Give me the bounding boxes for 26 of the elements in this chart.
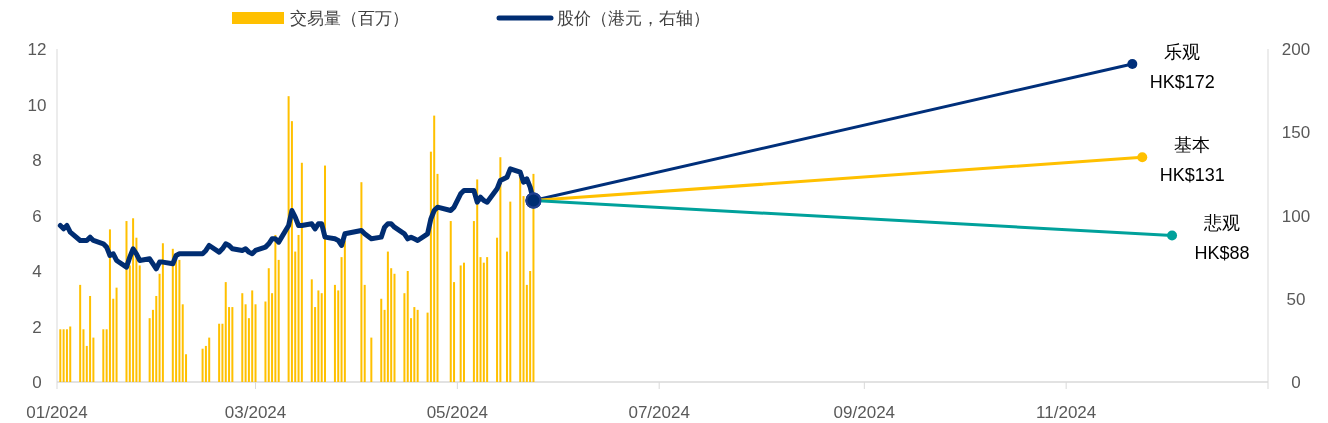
y-tick-label: 12 xyxy=(27,40,47,59)
series-label: 基本 xyxy=(1174,134,1211,156)
x-tick-label: 11/2024 xyxy=(1036,403,1097,422)
annotation: HK$131 xyxy=(1159,165,1225,186)
y-tick-label: 4 xyxy=(32,262,42,281)
x-tick-label: 03/2024 xyxy=(224,403,287,422)
y2-tick-label: 50 xyxy=(1286,289,1306,309)
legend-label: 交易量（百万） xyxy=(290,8,409,28)
x-tick-label: 07/2024 xyxy=(628,403,690,422)
y-tick-label: 8 xyxy=(32,151,42,170)
y2-tick-label: 150 xyxy=(1281,123,1311,143)
series-label: 乐观 xyxy=(1164,40,1201,62)
annotation: HK$88 xyxy=(1194,243,1250,264)
y2-tick-label: 200 xyxy=(1281,40,1311,59)
y-tick-label: 0 xyxy=(32,373,42,392)
y-tick-label: 2 xyxy=(32,317,42,337)
legend-label: 股价（港元，右轴） xyxy=(557,8,710,28)
annotation: HK$172 xyxy=(1149,71,1215,92)
x-tick-label: 05/2024 xyxy=(426,403,489,422)
y-tick-label: 6 xyxy=(32,206,42,226)
x-tick-label: 01/2024 xyxy=(26,403,88,422)
series-label: 悲观 xyxy=(1203,212,1241,234)
y2-tick-label: 100 xyxy=(1281,206,1311,226)
y2-tick-label: 0 xyxy=(1291,373,1301,392)
x-tick-label: 09/2024 xyxy=(833,403,896,422)
y-tick-label: 10 xyxy=(27,95,47,115)
